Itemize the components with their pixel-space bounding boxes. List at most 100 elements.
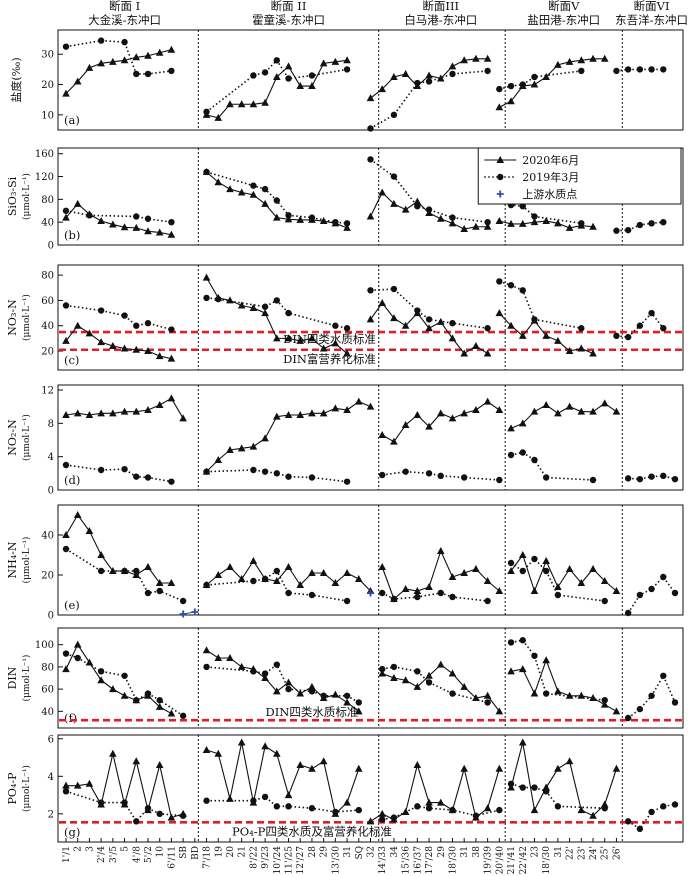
triangle-marker [554, 764, 562, 772]
y-tick-label: 12 [41, 386, 54, 397]
triangle-marker [237, 301, 246, 309]
triangle-marker [425, 583, 433, 590]
triangle-marker [85, 658, 94, 666]
section-subtitle: 东吾洋-东冲口 [615, 13, 688, 27]
circle-marker [472, 812, 480, 819]
triangle-marker [237, 444, 246, 452]
triangle-marker [495, 217, 504, 225]
triangle-marker [413, 682, 422, 690]
x-tick-label: 4'/8 [132, 846, 142, 863]
triangle-marker [507, 219, 515, 227]
circle-marker [624, 609, 632, 617]
upstream-marker [191, 608, 199, 616]
circle-marker [671, 589, 679, 597]
triangle-marker [73, 511, 82, 518]
triangle-marker [296, 581, 305, 588]
triangle-marker [600, 54, 609, 62]
triangle-marker [167, 354, 176, 362]
circle-marker [62, 650, 70, 657]
triangle-marker [144, 406, 152, 413]
circle-marker [133, 473, 140, 480]
panel-tag: (d) [64, 473, 80, 487]
y-axis-label: SiO₃-Si [6, 176, 19, 216]
triangle-marker [97, 59, 105, 67]
triangle-marker [577, 344, 586, 352]
series-2020-line [206, 742, 360, 815]
circle-marker [414, 803, 421, 810]
circle-marker [62, 207, 70, 214]
y-axis-label: PO₄-P [6, 772, 19, 805]
circle-marker [261, 575, 269, 583]
triangle-marker [472, 565, 480, 572]
series-2020-line [510, 402, 617, 429]
triangle-marker [109, 685, 117, 693]
panel-tag: (f) [64, 711, 77, 725]
circle-marker [74, 654, 81, 662]
triangle-marker [343, 569, 351, 576]
triangle-marker [179, 414, 187, 422]
circle-marker [425, 805, 433, 812]
y-tick-label: 20 [41, 347, 54, 358]
circle-marker [203, 168, 210, 176]
triangle-marker [343, 406, 351, 413]
triangle-marker [472, 406, 480, 413]
y-axis-unit: (μmol·L⁻¹) [21, 765, 32, 812]
triangle-marker [214, 654, 223, 661]
triangle-marker [85, 411, 94, 418]
triangle-marker [296, 761, 305, 769]
triangle-marker [261, 98, 269, 106]
circle-marker [589, 476, 597, 484]
circle-marker [367, 156, 374, 163]
circle-marker [97, 799, 105, 806]
panel-frame [57, 29, 684, 131]
triangle-marker [565, 402, 574, 410]
circle-marker [542, 474, 550, 481]
circle-marker [578, 220, 585, 227]
circle-marker [519, 637, 526, 644]
legend-2020-label: 2020年6月 [522, 153, 579, 167]
circle-marker [285, 589, 292, 597]
circle-marker [613, 227, 620, 234]
x-tick-label: 23 [530, 846, 540, 858]
x-tick-label: 5'/2 [144, 846, 154, 863]
circle-marker [261, 468, 269, 475]
panel-tag: (b) [64, 228, 80, 242]
x-tick-label: 21 [238, 846, 248, 857]
y-axis-unit: (μmol·L⁻¹) [21, 655, 32, 702]
triangle-marker [366, 402, 375, 410]
section-subtitle: 霍童溪-东冲口 [252, 13, 325, 27]
triangle-marker [460, 56, 468, 64]
x-tick-label: 8'/22 [249, 846, 259, 869]
triangle-marker [354, 764, 363, 772]
triangle-marker [542, 72, 550, 80]
triangle-marker [273, 412, 281, 420]
triangle-marker [425, 324, 433, 332]
triangle-marker [542, 656, 550, 664]
triangle-marker [237, 575, 246, 582]
triangle-marker [472, 222, 480, 230]
circle-marker [261, 670, 269, 677]
circle-marker [121, 672, 128, 679]
circle-marker [636, 66, 644, 73]
x-tick-label: 24' [589, 846, 599, 860]
triangle-marker [214, 571, 223, 578]
circle-marker [261, 185, 269, 193]
series-2020-line [65, 203, 172, 236]
series-2019-line [65, 39, 172, 75]
y-axis-label: DIN [6, 666, 19, 689]
panel-frame [57, 627, 684, 729]
triangle-marker [97, 409, 105, 417]
circle-marker [578, 325, 585, 332]
legend-box [477, 147, 682, 205]
x-tick-label: 31 [343, 846, 353, 857]
triangle-marker [284, 411, 293, 418]
triangle-marker [155, 48, 164, 56]
triangle-marker [600, 577, 609, 584]
circle-marker [250, 797, 257, 804]
circle-marker [542, 690, 550, 697]
circle-marker [97, 37, 105, 44]
circle-marker [613, 332, 620, 340]
triangle-marker [495, 764, 504, 772]
triangle-marker [109, 57, 117, 65]
triangle-marker [109, 341, 117, 349]
